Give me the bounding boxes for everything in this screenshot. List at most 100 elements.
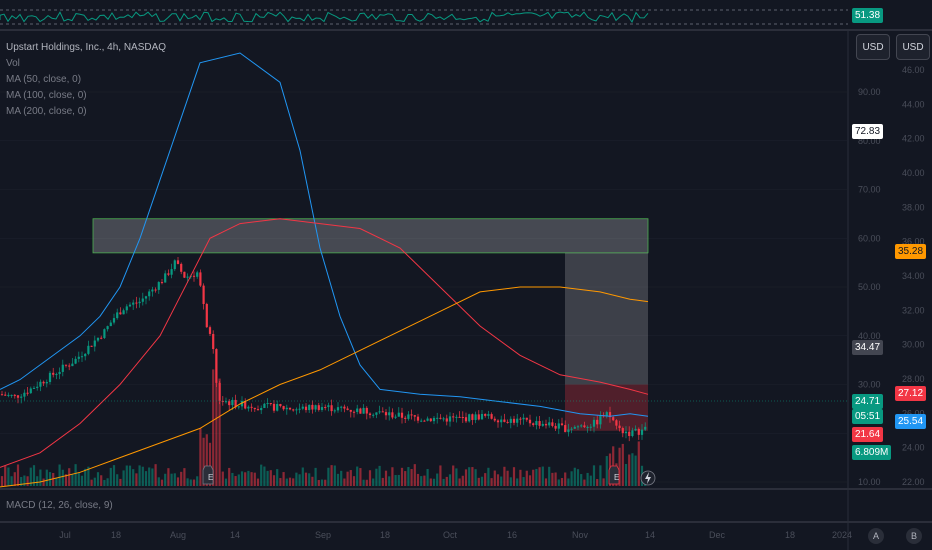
volume-bar — [394, 475, 397, 486]
volume-bar — [554, 472, 557, 486]
candle-body — [426, 418, 429, 421]
ma100-label[interactable]: MA (100, close, 0) — [6, 90, 87, 101]
candle-body — [621, 428, 624, 434]
candle-body — [519, 418, 522, 420]
candle-body — [160, 282, 164, 284]
candle-body — [634, 428, 637, 431]
candle-body — [77, 356, 80, 359]
rsi-pane — [0, 9, 848, 25]
lightning-icon[interactable] — [640, 470, 656, 486]
currency-button-right[interactable]: USD — [896, 34, 930, 60]
volume-bar — [493, 470, 496, 486]
candle-body — [0, 394, 4, 396]
right-price-axis: 46.00 44.00 42.00 40.00 38.00 36.00 34.00 32.00… — [902, 65, 925, 487]
ma50-label[interactable]: MA (50, close, 0) — [6, 74, 82, 85]
volume-bar — [381, 477, 384, 486]
volume-bar — [621, 443, 624, 486]
candle-body — [80, 356, 84, 358]
candle-body — [522, 417, 525, 420]
volume-bar — [541, 466, 544, 486]
volume-bar — [202, 437, 205, 486]
candle-body — [608, 412, 612, 418]
candle-body — [308, 404, 311, 411]
candle-body — [525, 417, 528, 420]
stop-box-price-label: 34.47 — [852, 340, 884, 355]
ma50-price-label: 25.54 — [895, 414, 927, 429]
volume-bar — [311, 476, 314, 486]
candle-body — [477, 414, 480, 420]
candle-body — [154, 289, 157, 291]
candle-body — [512, 418, 516, 423]
volume-bar — [458, 478, 461, 486]
candle-body — [55, 374, 58, 376]
candle-body — [404, 417, 407, 419]
candle-body — [628, 431, 631, 437]
candle-body — [346, 408, 349, 410]
volume-bar — [365, 479, 368, 486]
volume-bar — [13, 472, 16, 486]
candle-body — [20, 396, 23, 398]
volume-bar — [250, 472, 253, 486]
time-axis-tick: 18 — [380, 530, 390, 540]
currency-button-left[interactable]: USD — [856, 34, 890, 60]
volume-bar — [564, 472, 567, 486]
volume-bar — [266, 470, 269, 486]
candle-body — [448, 416, 452, 422]
candle-body — [128, 304, 132, 307]
candle-body — [612, 417, 615, 421]
volume-bar — [439, 465, 442, 486]
candle-body — [138, 301, 141, 304]
volume-bar — [400, 467, 404, 486]
volume-bar — [263, 466, 266, 486]
candle-body — [583, 425, 586, 428]
volume-bar — [599, 465, 602, 486]
candle-body — [164, 273, 167, 283]
volume-bar — [461, 475, 464, 486]
volume-bar — [106, 478, 109, 486]
volume-bar — [256, 478, 260, 486]
volume-bar — [583, 479, 586, 486]
candle-body — [132, 302, 135, 305]
left-axis-tick: 60.00 — [858, 233, 881, 243]
settings-b-button[interactable]: B — [906, 528, 922, 544]
candle-body — [29, 388, 32, 394]
candle-body — [256, 409, 260, 411]
auto-scale-button[interactable]: A — [868, 528, 884, 544]
volume-bar — [208, 442, 212, 486]
grid-lines — [0, 91, 848, 483]
volume-bar — [304, 472, 308, 486]
right-axis-tick: 40.00 — [902, 168, 925, 178]
volume-bar — [445, 476, 448, 486]
macd-label[interactable]: MACD (12, 26, close, 9) — [6, 500, 113, 511]
volume-bar — [189, 479, 192, 486]
candle-body — [13, 394, 16, 396]
candle-body — [68, 365, 71, 367]
volume-bar — [148, 467, 151, 486]
volume-bar — [93, 477, 96, 486]
volume-bar — [64, 474, 68, 486]
volume-bar — [4, 465, 7, 486]
right-axis-tick: 38.00 — [902, 202, 925, 212]
candle-body — [637, 428, 640, 435]
candle-body — [186, 276, 189, 278]
right-axis-tick: 26.00 — [902, 408, 925, 418]
volume-bar — [637, 441, 640, 486]
symbol-title[interactable]: Upstart Holdings, Inc., 4h, NASDAQ — [6, 42, 167, 53]
volume-bar — [544, 478, 548, 486]
candle-body — [228, 401, 231, 406]
ma200-label[interactable]: MA (200, close, 0) — [6, 106, 87, 117]
ma200-price-label: 35.28 — [895, 244, 927, 259]
volume-bar — [340, 470, 343, 486]
candle-body — [74, 358, 77, 364]
candle-body — [269, 403, 272, 405]
candle-body — [109, 322, 112, 327]
volume-bar — [397, 474, 400, 486]
vol-label[interactable]: Vol — [6, 58, 20, 69]
candle-body — [416, 416, 420, 421]
candle-body — [151, 289, 154, 292]
volume-bar — [480, 476, 484, 486]
earnings-marker-1[interactable]: E — [202, 465, 214, 485]
candle-body — [400, 412, 404, 418]
earnings-marker-2[interactable]: E — [608, 465, 620, 485]
